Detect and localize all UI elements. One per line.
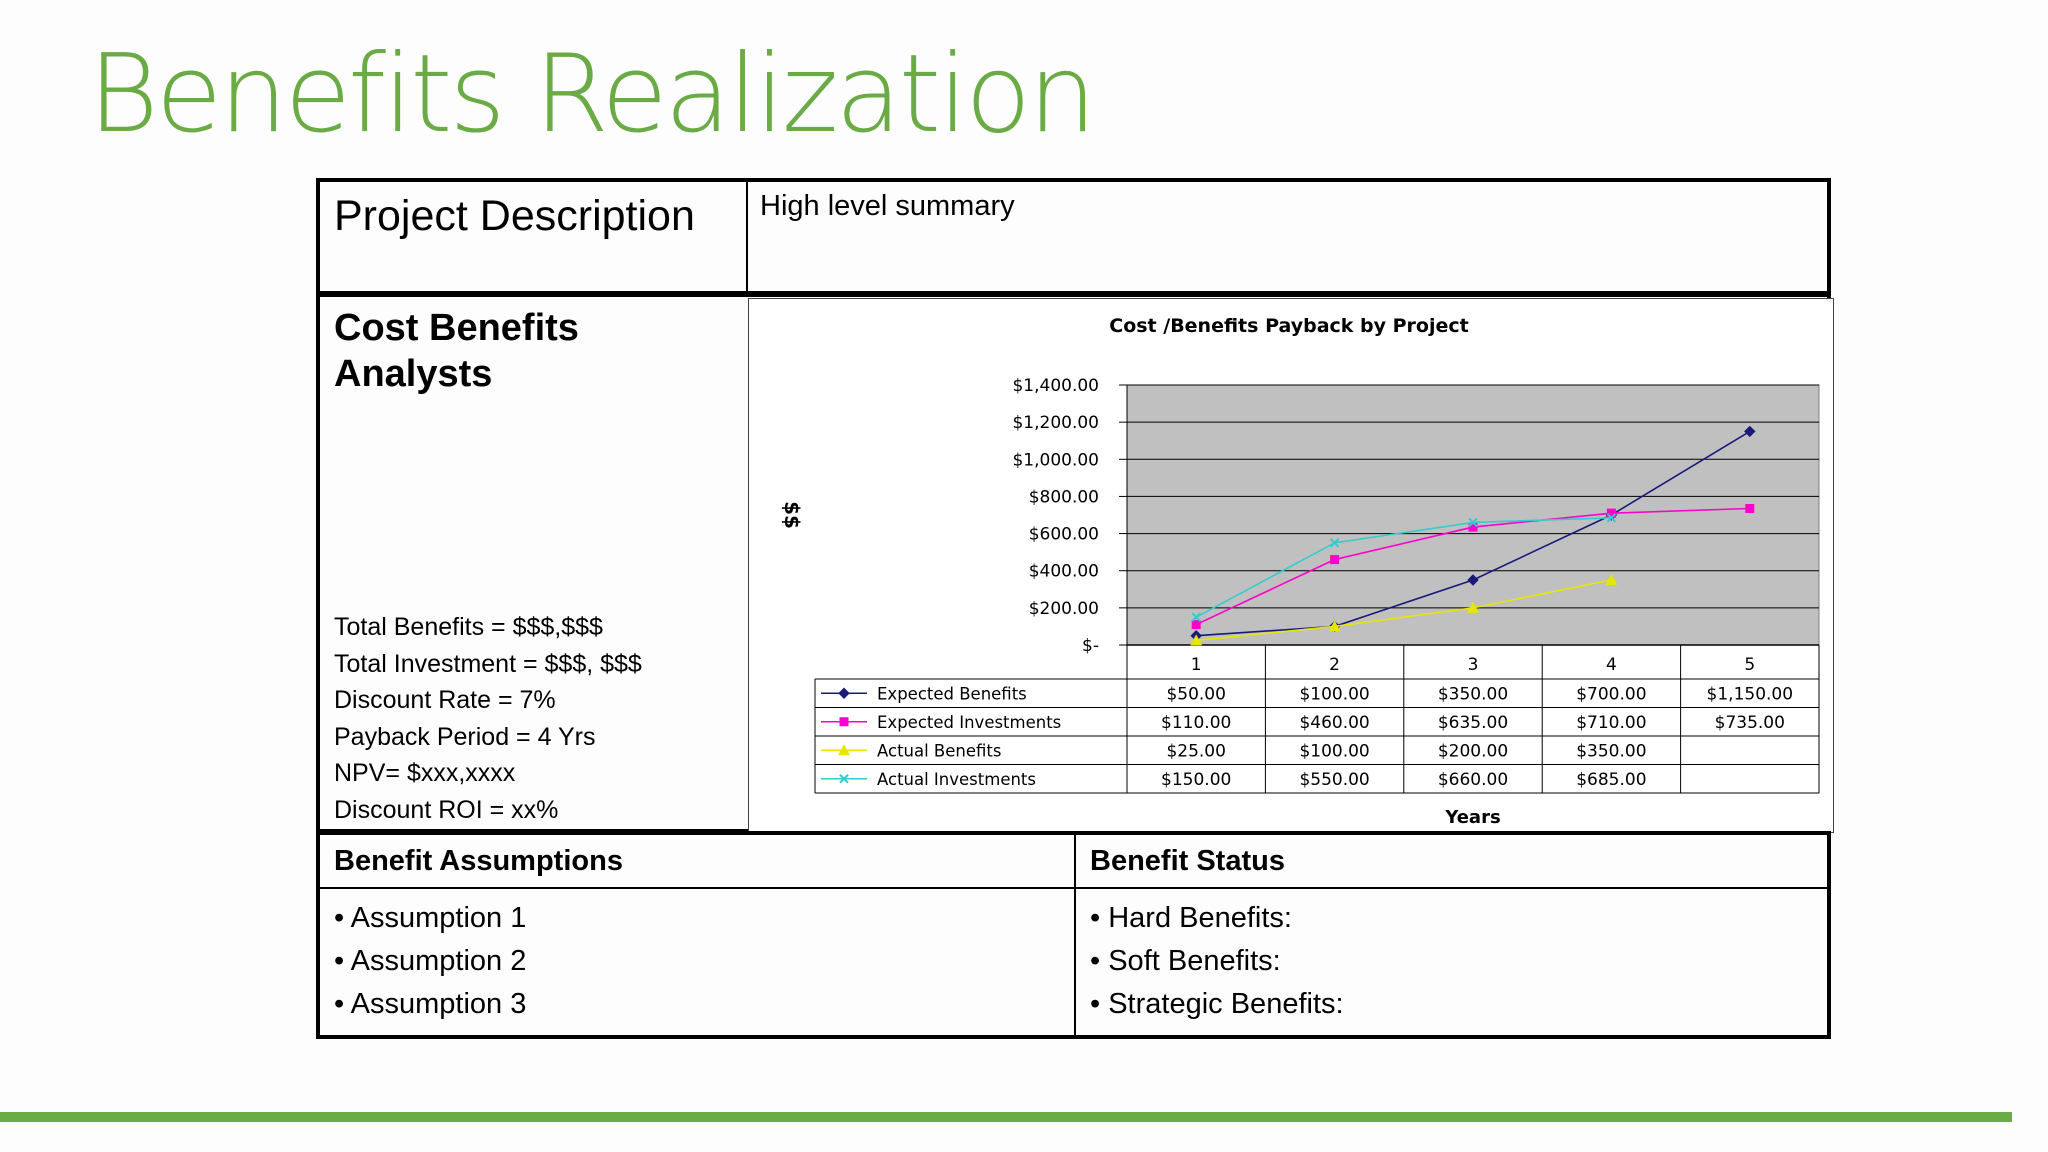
data-label: $685.00	[1576, 770, 1646, 790]
data-label: $100.00	[1299, 741, 1369, 761]
data-label: $460.00	[1299, 713, 1369, 733]
project-description-row: Project Description High level summary	[316, 178, 1831, 295]
assumption-item: • Assumption 3	[334, 983, 526, 1026]
data-label: $25.00	[1166, 741, 1225, 761]
data-label: $350.00	[1438, 684, 1508, 704]
data-label: $700.00	[1576, 684, 1646, 704]
benefit-status-heading: Benefit Status	[1090, 845, 1285, 878]
data-label: $100.00	[1299, 684, 1369, 704]
legend-label: Actual Benefits	[877, 741, 1001, 760]
bullet-text: Soft Benefits:	[1108, 945, 1281, 977]
metric-item: NPV= $xxx,xxxx	[334, 755, 642, 792]
data-label: $550.00	[1299, 770, 1369, 790]
y-tick-label: $1,200.00	[1012, 413, 1099, 433]
legend-marker	[840, 717, 849, 726]
chart-svg: Cost /Benefits Payback by Project $$ $- $20…	[749, 299, 1835, 834]
bullet-glyph: •	[1090, 988, 1108, 1020]
status-list: • Hard Benefits: • Soft Benefits: • Strate…	[1090, 897, 1344, 1026]
benefit-assumptions-heading: Benefit Assumptions	[334, 845, 623, 878]
column-divider	[746, 182, 748, 291]
chart-title: Cost /Benefits Payback by Project	[1109, 315, 1468, 337]
y-axis-label: $$	[780, 501, 804, 529]
bullet-glyph: •	[1090, 945, 1108, 977]
bullet-text: Assumption 1	[351, 902, 527, 934]
data-label: $50.00	[1166, 684, 1225, 704]
bullet-text: Hard Benefits:	[1108, 902, 1292, 934]
footer-accent-bar	[0, 1112, 2012, 1122]
bullet-text: Strategic Benefits:	[1108, 988, 1343, 1020]
cost-benefits-row: Cost Benefits Analysts Total Benefits = …	[316, 293, 1831, 833]
status-item: • Hard Benefits:	[1090, 897, 1344, 940]
slide-title: Benefits Realization	[88, 30, 1094, 160]
legend-marker	[839, 688, 849, 698]
bullet-text: Assumption 3	[351, 988, 527, 1020]
y-tick-label: $400.00	[1029, 562, 1099, 582]
project-description-label: Project Description	[334, 192, 695, 241]
metric-item: Discount ROI = xx%	[334, 792, 642, 829]
x-axis-label: Years	[1444, 807, 1500, 828]
benefits-row: Benefit Assumptions Benefit Status • Ass…	[316, 831, 1831, 1039]
x-tick-label: 3	[1468, 655, 1479, 675]
column-divider	[1074, 835, 1076, 1035]
cost-benefits-title: Cost Benefits Analysts	[334, 305, 714, 398]
x-tick-label: 2	[1329, 655, 1340, 675]
y-tick-label: $200.00	[1029, 599, 1099, 619]
status-item: • Strategic Benefits:	[1090, 983, 1344, 1026]
data-label: $1,150.00	[1707, 684, 1794, 704]
assumption-item: • Assumption 1	[334, 897, 526, 940]
bullet-glyph: •	[334, 902, 351, 934]
status-item: • Soft Benefits:	[1090, 940, 1344, 983]
bullet-glyph: •	[334, 945, 351, 977]
metric-item: Payback Period = 4 Yrs	[334, 719, 642, 756]
data-point	[1745, 504, 1754, 513]
legend-label: Expected Benefits	[877, 684, 1027, 703]
assumption-list: • Assumption 1 • Assumption 2 • Assumption…	[334, 897, 526, 1026]
data-point	[1469, 523, 1478, 532]
project-summary: High level summary	[760, 190, 1015, 223]
y-tick-label: $1,000.00	[1012, 450, 1099, 470]
payback-chart: Cost /Benefits Payback by Project $$ $- $20…	[748, 298, 1834, 833]
metric-item: Total Benefits = $$$,$$$	[334, 609, 642, 646]
data-label: $735.00	[1715, 713, 1785, 733]
y-tick-label: $800.00	[1029, 487, 1099, 507]
y-tick-label: $600.00	[1029, 525, 1099, 545]
data-label: $150.00	[1161, 770, 1231, 790]
assumption-item: • Assumption 2	[334, 940, 526, 983]
y-tick-label: $-	[1082, 636, 1099, 656]
metric-item: Total Investment = $$$, $$$	[334, 646, 642, 683]
data-label: $110.00	[1161, 713, 1231, 733]
bullet-text: Assumption 2	[351, 945, 527, 977]
metric-item: Discount Rate = 7%	[334, 682, 642, 719]
x-tick-label: 1	[1191, 655, 1202, 675]
data-point	[1607, 509, 1616, 518]
legend-label: Expected Investments	[877, 713, 1061, 732]
x-tick-label: 5	[1744, 655, 1755, 675]
data-point	[1330, 555, 1339, 564]
data-label: $200.00	[1438, 741, 1508, 761]
data-label: $660.00	[1438, 770, 1508, 790]
legend-label: Actual Investments	[877, 770, 1036, 789]
x-tick-label: 4	[1606, 655, 1617, 675]
data-label: $350.00	[1576, 741, 1646, 761]
metrics-list: Total Benefits = $$$,$$$ Total Investment…	[334, 609, 642, 828]
data-label: $710.00	[1576, 713, 1646, 733]
bullet-glyph: •	[1090, 902, 1108, 934]
data-label: $635.00	[1438, 713, 1508, 733]
bullet-glyph: •	[334, 988, 351, 1020]
y-tick-label: $1,400.00	[1012, 376, 1099, 396]
